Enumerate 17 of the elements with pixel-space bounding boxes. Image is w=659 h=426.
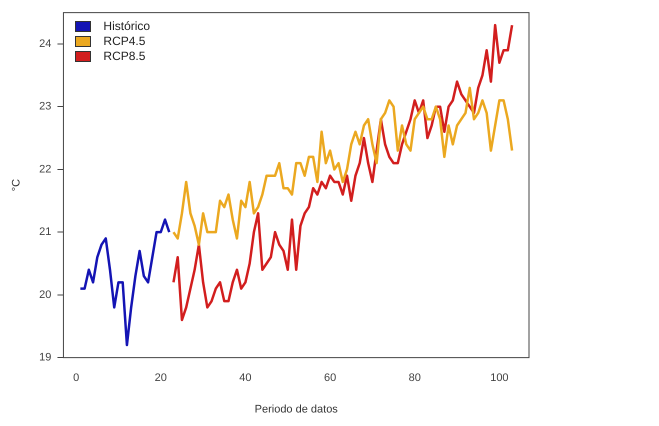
x-axis-title: Periodo de datos	[254, 403, 338, 416]
x-tick-label: 40	[239, 372, 252, 384]
x-tick-label: 20	[154, 372, 167, 384]
x-tick-label: 60	[324, 372, 336, 384]
x-tick-label: 0	[73, 372, 80, 384]
x-tick-label: 80	[408, 372, 421, 384]
y-tick-label: 19	[39, 352, 52, 364]
y-tick-label: 23	[39, 100, 52, 113]
y-axis-title: °C	[10, 178, 23, 192]
legend-label: RCP8.5	[103, 48, 146, 64]
legend-label: Histórico	[103, 18, 150, 34]
x-tick-label: 100	[490, 372, 509, 384]
y-tick-label: 24	[39, 38, 52, 50]
y-tick-label: 21	[39, 226, 52, 238]
y-tick-label: 22	[39, 163, 52, 176]
y-tick-label: 20	[39, 288, 52, 301]
legend-label: RCP4.5	[103, 34, 146, 49]
